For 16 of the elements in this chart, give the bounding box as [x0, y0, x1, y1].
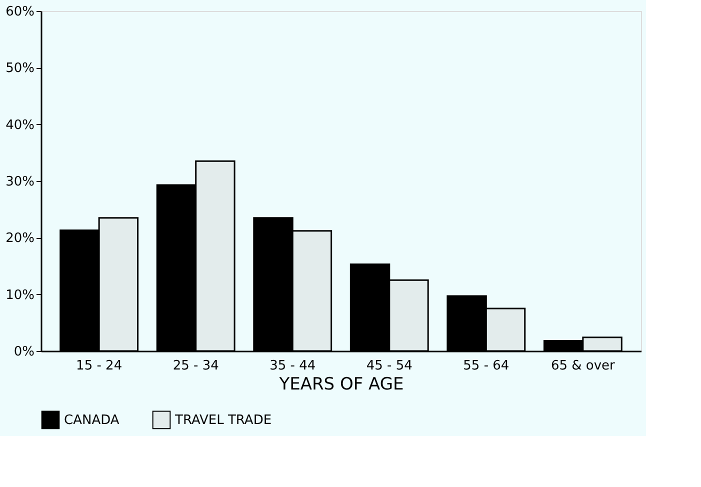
- x-tick-label: 35 - 44: [270, 358, 316, 374]
- y-tick-label: 60%: [6, 4, 34, 20]
- y-tick-label: 30%: [6, 174, 34, 190]
- x-axis-title: YEARS OF AGE: [278, 374, 404, 394]
- x-tick-label: 25 - 34: [172, 358, 219, 374]
- legend-label: TRAVEL TRADE: [174, 412, 272, 428]
- legend-label: CANADA: [64, 412, 120, 428]
- y-tick-label: 50%: [6, 61, 34, 76]
- y-tick-label: 10%: [6, 288, 34, 303]
- y-tick-label: 40%: [6, 118, 34, 133]
- x-tick-label: 15 - 24: [76, 358, 122, 374]
- y-tick-label: 0%: [14, 344, 34, 360]
- x-tick-label: 45 - 54: [366, 358, 412, 374]
- x-tick-label: 65 & over: [550, 358, 616, 374]
- y-tick-label: 20%: [6, 231, 34, 246]
- x-tick-label: 55 - 64: [463, 358, 510, 374]
